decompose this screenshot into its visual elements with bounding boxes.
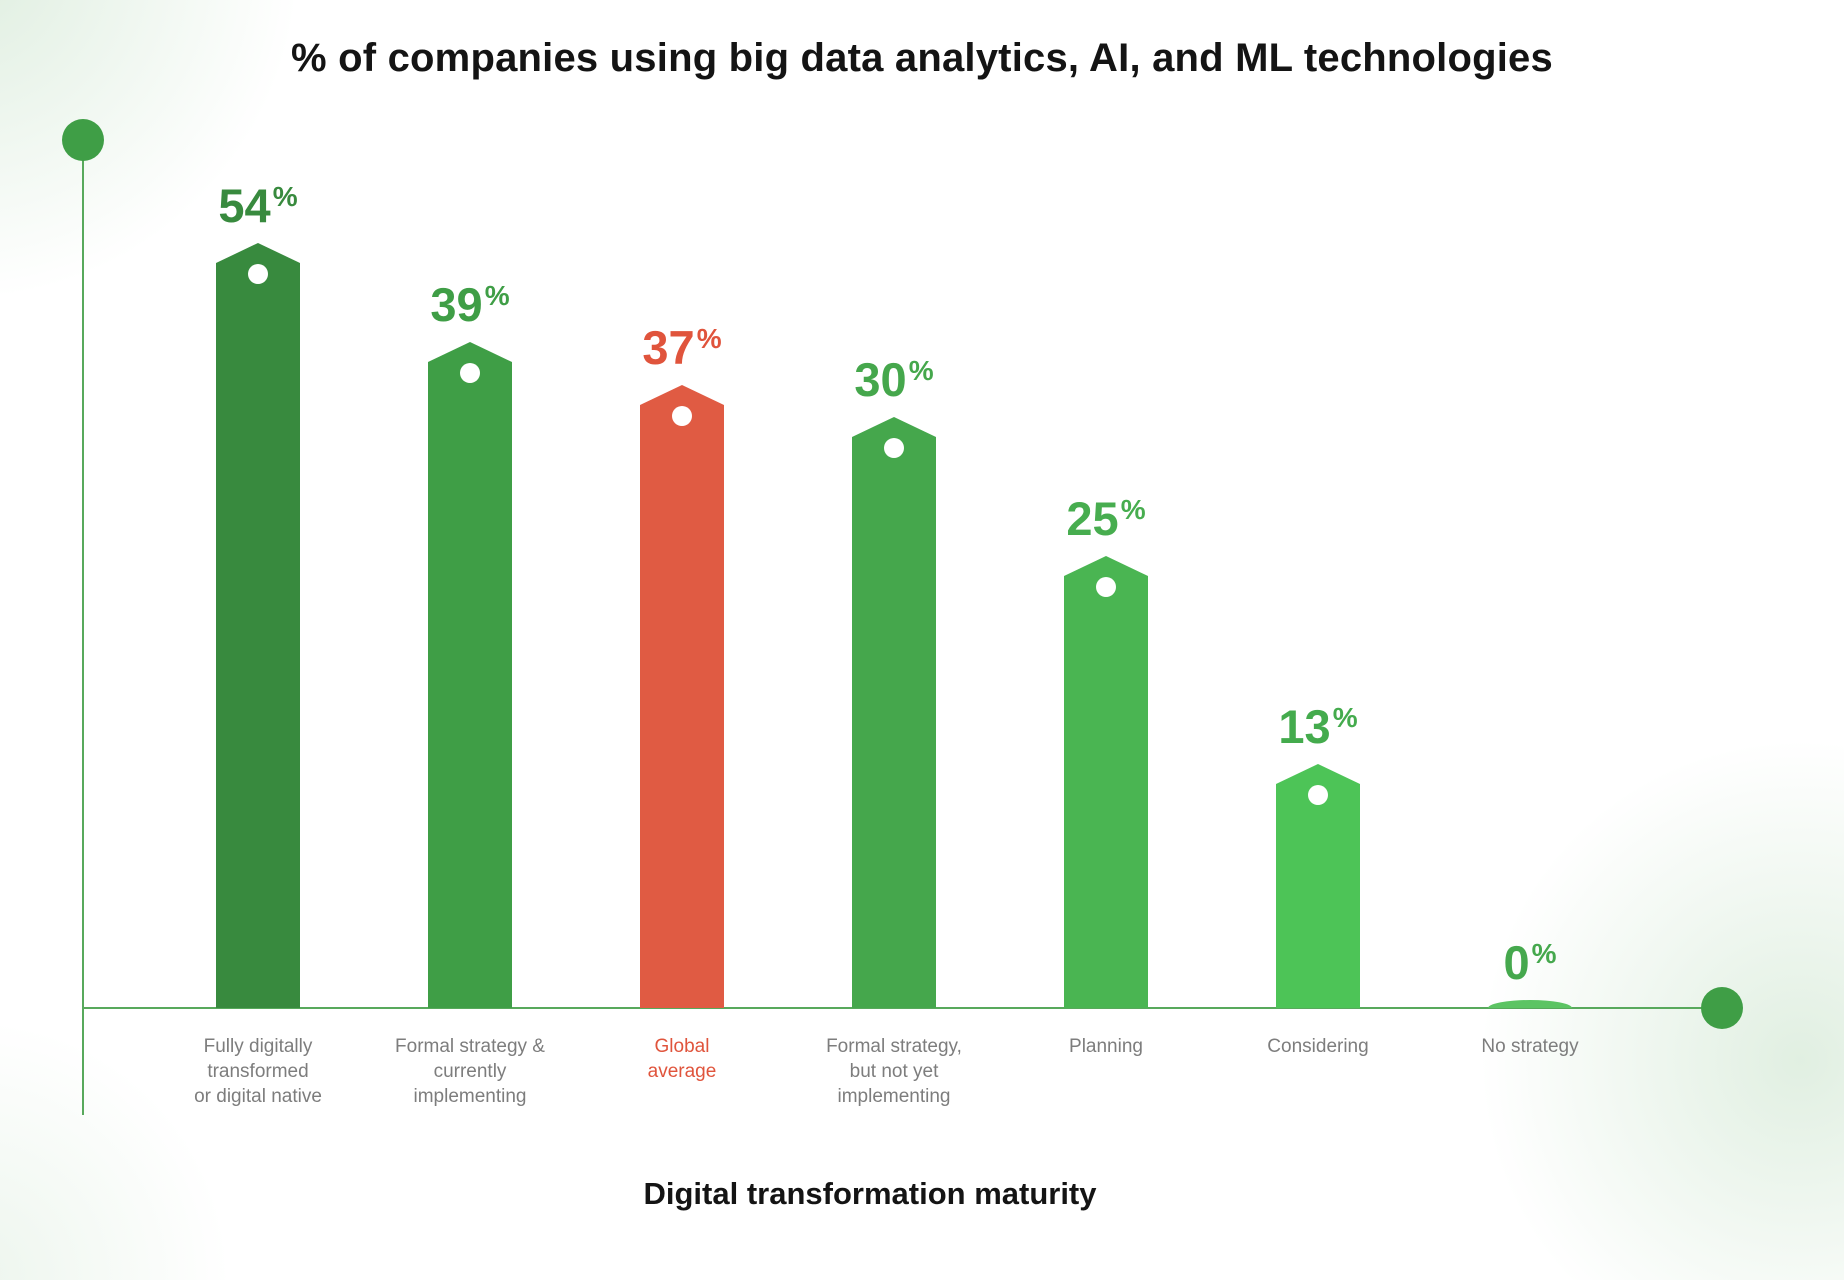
bar-value-number: 13 <box>1278 700 1331 753</box>
bar-value-label: 13% <box>1278 703 1357 750</box>
bar <box>852 417 936 1008</box>
category-label: Formal strategy, but not yet implementin… <box>826 1036 962 1107</box>
bar-marker-dot <box>1308 785 1328 805</box>
category-label: Formal strategy & currently implementing <box>395 1036 545 1107</box>
percent-sign: % <box>908 355 934 386</box>
bar-value-number: 25 <box>1066 492 1119 545</box>
x-axis-endpoint-dot <box>1701 987 1743 1029</box>
percent-sign: % <box>1332 702 1358 733</box>
y-axis-line <box>82 140 84 1115</box>
bar-value-label: 30% <box>854 356 933 403</box>
bar <box>1276 764 1360 1008</box>
percent-sign: % <box>1120 494 1146 525</box>
bar-value-number: 39 <box>430 278 483 331</box>
category-label: Planning <box>1069 1036 1143 1057</box>
bar-value-number: 54 <box>218 179 271 232</box>
x-axis-line <box>83 1007 1722 1009</box>
category-label: Global average <box>647 1036 717 1082</box>
bar <box>1488 1000 1572 1008</box>
y-axis-endpoint-dot <box>62 119 104 161</box>
bar-marker-dot <box>672 406 692 426</box>
percent-sign: % <box>272 181 298 212</box>
bar-value-number: 37 <box>642 321 695 374</box>
category-label: No strategy <box>1481 1036 1579 1057</box>
chart-title: % of companies using big data analytics,… <box>291 36 1553 80</box>
category-label: Fully digitally transformed or digital n… <box>194 1036 322 1107</box>
x-axis-title: Digital transformation maturity <box>643 1176 1097 1211</box>
category-label: Considering <box>1267 1036 1369 1057</box>
bar <box>216 243 300 1008</box>
bar-marker-dot <box>884 438 904 458</box>
bar-value-label: 25% <box>1066 495 1145 542</box>
percent-sign: % <box>484 280 510 311</box>
percent-sign: % <box>696 323 722 354</box>
percent-sign: % <box>1531 938 1557 969</box>
bar-value-label: 37% <box>642 324 721 371</box>
bar-marker-dot <box>248 264 268 284</box>
bar-value-label: 0% <box>1503 939 1556 986</box>
bar <box>1064 556 1148 1008</box>
bar-marker-dot <box>460 363 480 383</box>
bar <box>640 385 724 1008</box>
bar-value-label: 39% <box>430 281 509 328</box>
bar-value-label: 54% <box>218 182 297 229</box>
bar-marker-dot <box>1096 577 1116 597</box>
bar-value-number: 30 <box>854 353 907 406</box>
bar-value-number: 0 <box>1503 936 1530 989</box>
bar <box>428 342 512 1008</box>
